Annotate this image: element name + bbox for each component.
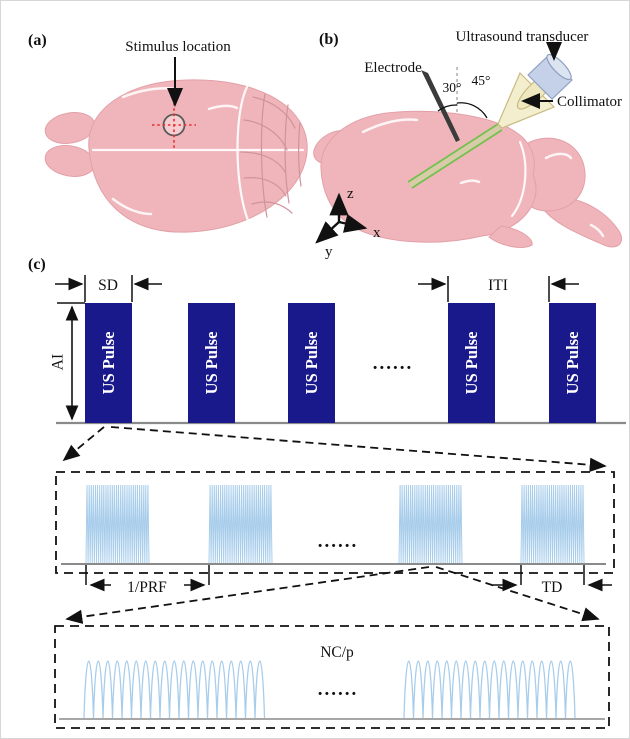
us-pulse-label: US Pulse	[202, 332, 221, 395]
cycle-detail-box	[54, 625, 610, 729]
zoom-expansion-lines-2	[65, 566, 600, 624]
panel-a: (a)	[28, 32, 308, 233]
panel-c: (c) US Pulse US Pulse US Pulse US Pulse …	[28, 256, 626, 729]
us-pulse-label: US Pulse	[462, 332, 481, 395]
us-pulse-bar-1: US Pulse	[85, 303, 132, 423]
ultrasound-beam	[407, 123, 503, 189]
sd-label: SD	[98, 277, 118, 294]
iti-label: ITI	[488, 277, 508, 294]
us-pulse-bar-3: US Pulse	[288, 303, 335, 423]
transducer-angle-label: 45°	[472, 73, 491, 88]
us-pulse-label: US Pulse	[302, 332, 321, 395]
us-pulse-label: US Pulse	[563, 332, 582, 395]
collimator-label: Collimator	[557, 94, 622, 110]
prf-label: 1/PRF	[127, 579, 167, 596]
pulse-burst-waveform-4	[520, 484, 585, 564]
us-pulse-label: US Pulse	[99, 332, 118, 395]
zoom-expansion-lines-1	[62, 426, 607, 472]
prf-dimension: 1/PRF	[85, 565, 210, 596]
coordinate-axes	[315, 192, 368, 244]
angle-arc-30	[437, 104, 458, 112]
pulse-burst-waveform-1	[85, 484, 150, 564]
ai-dimension: AI	[50, 302, 85, 421]
sd-dimension: SD	[55, 275, 162, 302]
pulse-burst-waveform-2	[208, 484, 273, 564]
td-dimension: TD	[493, 565, 612, 596]
sine-cycles-waveform-2	[403, 660, 576, 719]
ultrasound-transducer-label: Ultrasound transducer	[456, 29, 589, 45]
brain-top-view-illustration	[44, 79, 308, 233]
us-pulse-bar-5: US Pulse	[549, 303, 596, 423]
ellipsis-cycles: ......	[318, 679, 359, 700]
ai-label: AI	[50, 354, 67, 370]
electrode-angle-label: 30°	[443, 80, 462, 95]
td-label: TD	[542, 579, 563, 596]
electrode-needle	[421, 70, 460, 142]
electrode-label: Electrode	[364, 60, 422, 76]
axis-y-label: y	[325, 244, 333, 260]
axis-x-label: x	[373, 225, 381, 241]
iti-dimension: ITI	[418, 276, 579, 302]
panel-c-label: (c)	[28, 256, 46, 273]
us-pulse-bar-2: US Pulse	[188, 303, 235, 423]
angle-arc-45	[456, 102, 488, 119]
burst-detail-box	[55, 471, 615, 574]
ncp-label: NC/p	[320, 644, 354, 661]
sine-cycles-waveform-1	[83, 660, 266, 719]
panel-a-label: (a)	[28, 32, 47, 49]
pulse-burst-waveform-3	[398, 484, 463, 564]
axis-z-label: z	[347, 186, 354, 202]
brain-side-view-illustration	[313, 110, 623, 248]
ellipsis-bursts: ......	[318, 531, 359, 552]
panel-b: (b)	[313, 29, 623, 260]
ellipsis-pulse-train: ......	[373, 353, 414, 374]
us-pulse-bar-4: US Pulse	[448, 303, 495, 423]
panel-b-label: (b)	[319, 31, 339, 48]
stimulus-location-label: Stimulus location	[125, 39, 231, 55]
stimulus-target-crosshair	[152, 103, 196, 148]
